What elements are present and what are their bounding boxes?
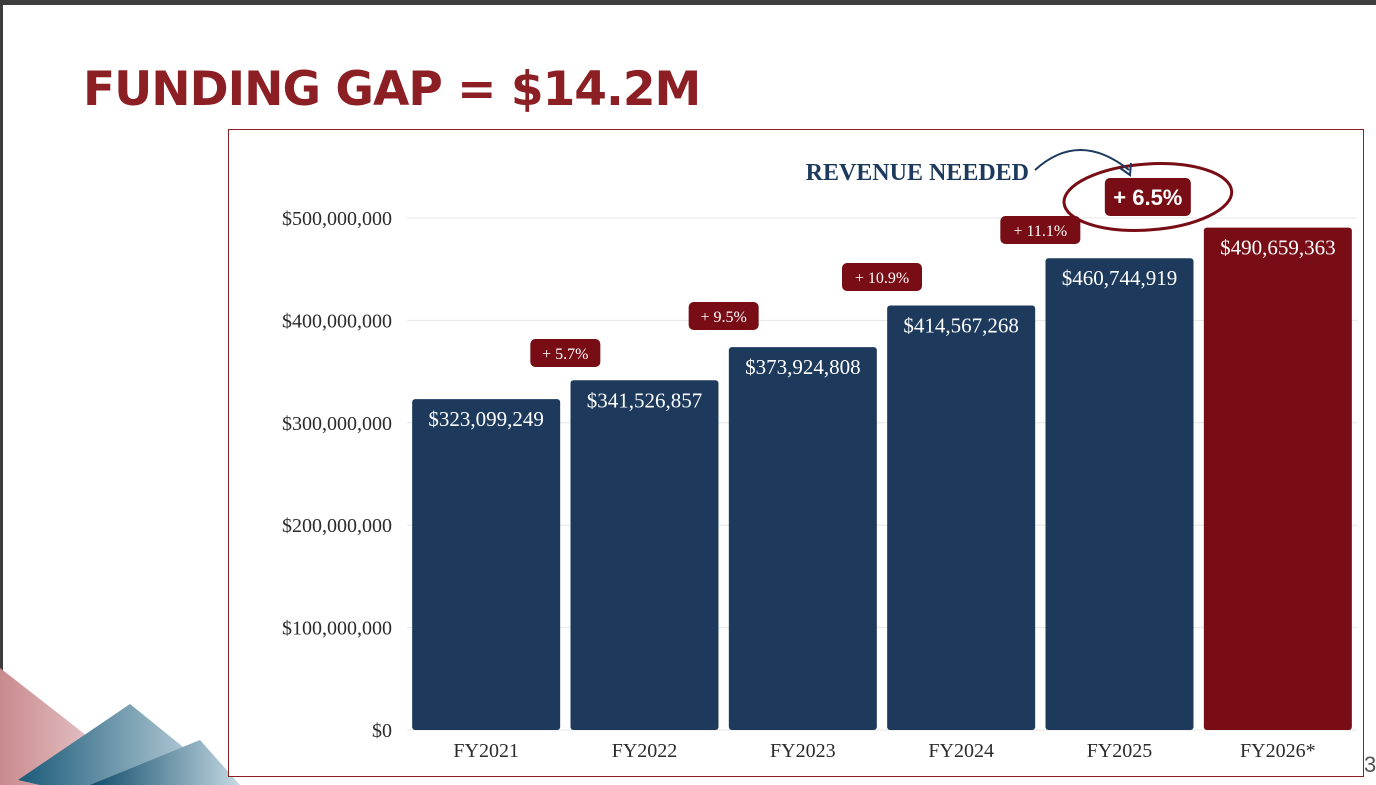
window-frame-top: [0, 0, 1376, 5]
y-tick-label: $100,000,000: [282, 618, 392, 640]
growth-badge: [688, 302, 759, 330]
bar-fy2026: [1203, 227, 1352, 730]
growth-badge: [530, 339, 601, 367]
growth-badge: [842, 263, 922, 291]
chart-frame: $0 $100,000,000 $200,000,000 $300,000,000 $4…: [228, 129, 1364, 777]
highlight-circle: [1062, 162, 1234, 232]
bar-fy2022: [570, 380, 719, 730]
growth-badge: [1000, 216, 1081, 244]
y-tick-label: $0: [372, 720, 392, 742]
bar-fy2023: [728, 347, 877, 730]
growth-label: + 11.1%: [1013, 223, 1067, 240]
page-number: 3: [1364, 752, 1376, 777]
x-tick-label: FY2021: [453, 740, 519, 762]
bar-value-label: $490,659,363: [1220, 236, 1336, 260]
window-frame-left: [0, 0, 3, 785]
x-tick-label: FY2025: [1087, 740, 1153, 762]
slide-title: FUNDING GAP = $14.2M: [83, 62, 701, 117]
growth-label: + 10.9%: [855, 270, 909, 287]
y-tick-label: $200,000,000: [282, 515, 392, 537]
bar-fy2024: [887, 305, 1036, 730]
decor-triangle-blue-2: [90, 740, 240, 785]
revenue-needed-annotation: REVENUE NEEDED: [806, 160, 1029, 186]
y-tick-label: $300,000,000: [282, 413, 392, 435]
bar-value-label: $414,567,268: [903, 313, 1019, 337]
annotation-arrow-curve: [1034, 149, 1130, 171]
bar-fy2021: [412, 399, 561, 730]
growth-label: + 6.5%: [1113, 185, 1182, 210]
y-tick-label: $400,000,000: [282, 310, 392, 332]
bar-chart: $0 $100,000,000 $200,000,000 $300,000,000 $4…: [282, 149, 1357, 762]
annotation-arrowhead: [1119, 162, 1132, 177]
x-tick-label: FY2026*: [1240, 740, 1316, 762]
bar-value-label: $373,924,808: [745, 355, 861, 379]
bar-value-label: $460,744,919: [1062, 266, 1178, 290]
bar-value-label: $341,526,857: [587, 388, 703, 412]
y-tick-label: $500,000,000: [282, 208, 392, 230]
x-tick-label: FY2024: [928, 740, 994, 762]
x-tick-label: FY2022: [612, 740, 678, 762]
growth-label: + 9.5%: [700, 309, 746, 326]
bar-value-label: $323,099,249: [428, 407, 543, 431]
growth-label: + 5.7%: [542, 346, 588, 363]
growth-badge: [1104, 178, 1191, 216]
decorative-triangles: [0, 668, 240, 785]
x-tick-label: FY2023: [770, 740, 836, 762]
bar-fy2025: [1045, 258, 1194, 730]
